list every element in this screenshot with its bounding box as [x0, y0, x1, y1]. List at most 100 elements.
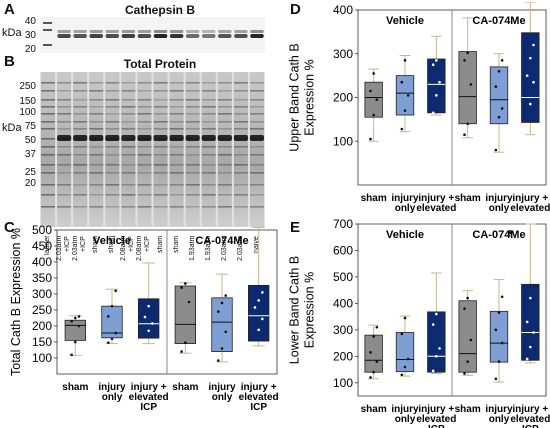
data-point	[494, 377, 498, 381]
blot-b-band	[153, 106, 168, 108]
y-axis-label-line: Upper Band Cath B	[288, 43, 302, 151]
blot-b-band	[73, 90, 88, 92]
category-label-line: only	[395, 203, 416, 214]
blot-b-band	[185, 194, 200, 196]
blot-b-band	[153, 113, 168, 115]
blot-b-band	[217, 154, 232, 156]
blot-a-band	[218, 34, 232, 38]
y-axis-label-line: Expression %	[303, 272, 317, 348]
data-point	[143, 315, 147, 319]
blot-b-band	[137, 164, 152, 166]
data-point	[525, 74, 529, 77]
blot-b-band	[41, 121, 56, 123]
blot-b-band	[57, 206, 72, 208]
blot-b-tick: 37	[24, 149, 36, 160]
blot-b-band	[153, 194, 168, 196]
blot-b-band	[201, 194, 216, 196]
blot-b-band	[105, 146, 120, 148]
blot-b-band	[217, 172, 232, 174]
y-tick-label: 300	[32, 287, 52, 301]
blot-b-band	[217, 146, 232, 148]
category-label: injury only	[391, 404, 419, 425]
data-point	[497, 115, 501, 119]
blot-b-band	[201, 184, 216, 186]
blot-a-upper-band	[57, 30, 71, 33]
category-label-line: sham	[361, 404, 387, 415]
blot-b-band	[121, 146, 136, 148]
blot-b-band	[41, 99, 56, 101]
blot-b-band	[217, 82, 232, 84]
panel-letter-d: D	[290, 1, 301, 18]
blot-b-band	[121, 206, 136, 208]
blot-b-band	[249, 90, 264, 92]
blot-b-band	[41, 82, 56, 84]
category-label: injury only	[485, 193, 513, 214]
data-point	[220, 301, 224, 305]
blot-a-ladder-band	[43, 44, 52, 46]
blot-b-tick: 50	[24, 135, 36, 146]
group-label: Vehicle	[386, 15, 424, 27]
blot-b-band	[57, 172, 72, 174]
blot-b-band	[153, 206, 168, 208]
blot-b-band	[169, 154, 184, 156]
blot-b-strong-band	[185, 135, 200, 141]
panel-letter-a: A	[4, 1, 15, 18]
group-label: Vehicle	[93, 235, 131, 247]
category-label-line: injury +	[512, 193, 548, 204]
data-point	[147, 329, 150, 333]
data-point	[403, 316, 407, 320]
blot-b-band	[153, 146, 168, 148]
blot-b-band	[233, 128, 248, 130]
y-axis-label-line: Lower Band Cath B	[288, 256, 302, 364]
blot-b-band	[169, 128, 184, 130]
blot-b-band	[137, 128, 152, 130]
blot-b-band	[41, 154, 56, 156]
blot-b-title: Total Protein	[123, 57, 197, 71]
blot-b-band	[57, 164, 72, 166]
box	[364, 81, 383, 118]
blot-b-strong-band	[89, 135, 104, 141]
chart-total-cath-b: 100 150 200 250 300 350 400 450 500 Total Cath B …	[9, 223, 279, 413]
data-point	[466, 360, 469, 363]
data-point	[529, 56, 532, 60]
blot-b-band	[121, 172, 136, 174]
blot-b-band	[105, 164, 120, 166]
category-label-line: only	[212, 392, 233, 403]
category-label-line: injury	[485, 404, 513, 415]
data-point	[372, 72, 375, 75]
category-label-line: ICP	[140, 402, 157, 413]
blot-b-band	[169, 121, 184, 123]
y-tick-label: 400	[32, 255, 52, 269]
blot-b-band	[89, 164, 104, 166]
data-point	[369, 351, 372, 354]
category-label-line: only	[102, 392, 123, 403]
data-point	[431, 369, 435, 373]
data-point	[375, 360, 379, 363]
blot-b-band	[249, 99, 264, 101]
blot-b-band	[89, 113, 104, 115]
category-label-line: elevated	[416, 414, 456, 425]
data-point	[435, 59, 438, 62]
data-point	[400, 80, 404, 84]
blot-b-band	[249, 106, 264, 108]
blot-b-band	[89, 82, 104, 84]
blot-a-band	[185, 34, 200, 38]
blot-b-lane	[121, 72, 136, 227]
blot-b-band	[153, 121, 168, 123]
blot-b-band	[57, 106, 72, 108]
blot-b-band	[105, 184, 120, 186]
blot-b-band	[89, 99, 104, 101]
box	[395, 75, 415, 116]
data-point	[261, 291, 264, 294]
data-point	[180, 286, 183, 289]
blot-b-strong-band	[57, 135, 72, 141]
blot-b-band	[137, 99, 152, 101]
data-point	[187, 300, 191, 304]
category-label: injury only	[391, 193, 419, 214]
blot-b-band	[57, 90, 72, 92]
blot-b-band	[57, 99, 72, 101]
data-point	[184, 341, 187, 344]
data-point	[494, 85, 498, 88]
blot-b-band	[249, 146, 264, 148]
